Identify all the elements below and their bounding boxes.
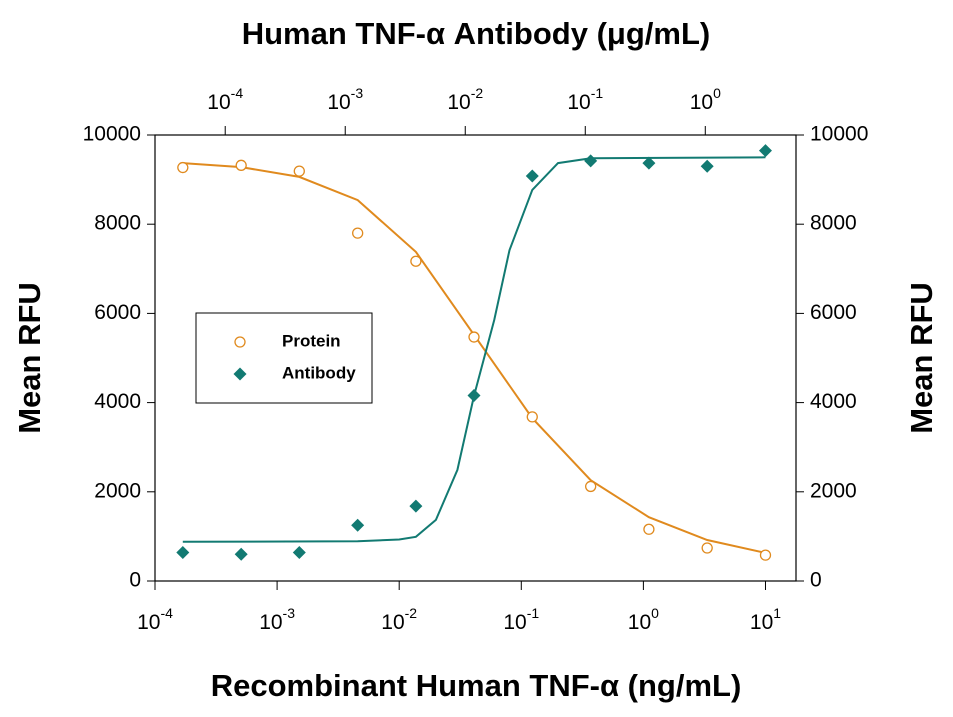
data-point xyxy=(409,499,423,513)
y-tick-label: 10000 xyxy=(83,123,141,146)
legend-label: Antibody xyxy=(282,363,356,382)
y-axis-title: Mean RFU xyxy=(12,282,47,434)
data-point xyxy=(234,547,248,561)
y2-tick-label: 2000 xyxy=(810,479,857,502)
data-point xyxy=(352,227,364,239)
data-point xyxy=(585,480,597,493)
data-point xyxy=(176,545,190,559)
data-point xyxy=(467,388,481,402)
y-tick-label: 6000 xyxy=(94,301,141,324)
x-tick-label: 10-4 xyxy=(137,605,173,634)
x-tick-label: 10-2 xyxy=(381,605,417,634)
data-point xyxy=(292,545,306,559)
plot-frame xyxy=(154,134,797,582)
data-point xyxy=(758,144,772,158)
legend-marker xyxy=(233,367,247,381)
data-point xyxy=(293,165,305,177)
x-tick-label: 10-1 xyxy=(503,605,539,634)
y2-tick-label: 4000 xyxy=(810,390,857,413)
y2-tick-label: 8000 xyxy=(810,212,857,235)
y2-axis-title: Mean RFU xyxy=(904,282,939,434)
x2-tick-label: 100 xyxy=(690,85,721,114)
x2-tick-label: 10-2 xyxy=(447,85,483,114)
x-axis-title: Recombinant Human TNF-α (ng/mL) xyxy=(211,668,742,703)
legend-box xyxy=(195,312,373,404)
data-point xyxy=(700,159,714,173)
x-tick-label: 101 xyxy=(750,605,781,634)
data-point xyxy=(701,542,713,554)
x2-tick-label: 10-1 xyxy=(567,85,603,114)
x-tick-label: 100 xyxy=(628,605,659,634)
y2-tick-label: 6000 xyxy=(810,301,857,324)
data-point xyxy=(468,331,480,343)
y2-tick-label: 0 xyxy=(810,569,822,592)
top-axis-title: Human TNF-α Antibody (μg/mL) xyxy=(242,16,711,51)
data-point xyxy=(759,549,772,561)
y-tick-label: 4000 xyxy=(94,390,141,413)
data-point xyxy=(526,411,538,423)
data-point xyxy=(643,523,655,535)
y2-tick-label: 10000 xyxy=(810,123,868,146)
y-tick-label: 0 xyxy=(129,569,141,592)
data-point xyxy=(351,518,365,532)
data-point xyxy=(235,159,247,171)
x2-tick-label: 10-4 xyxy=(207,85,243,114)
x2-tick-label: 10-3 xyxy=(327,85,363,114)
data-point xyxy=(642,156,656,170)
y-tick-label: 8000 xyxy=(94,212,141,235)
data-point xyxy=(410,255,422,267)
y-tick-label: 2000 xyxy=(94,479,141,502)
data-point xyxy=(177,161,189,174)
data-point xyxy=(525,169,539,183)
x-tick-label: 10-3 xyxy=(259,605,295,634)
legend-label: Protein xyxy=(282,331,341,350)
data-point xyxy=(584,154,598,168)
legend-marker xyxy=(234,336,246,348)
